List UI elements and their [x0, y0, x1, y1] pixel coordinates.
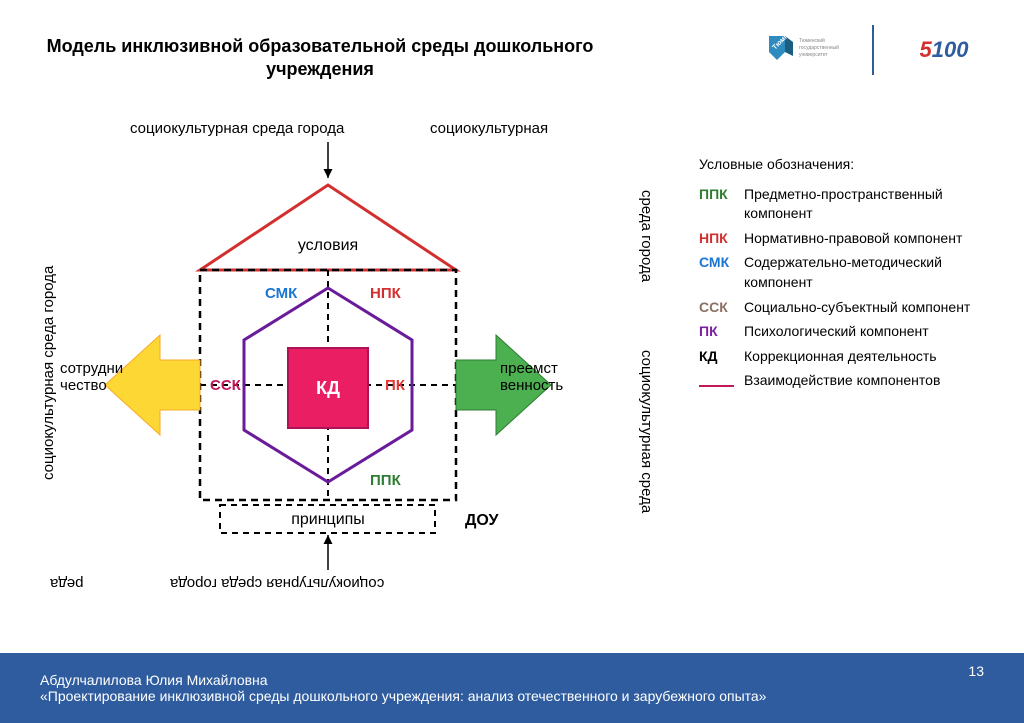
- legend-row: ССКСоциально-субъектный компонент: [699, 298, 994, 318]
- legend-line-desc: Взаимодействие компонентов: [744, 371, 994, 391]
- legend-code: СМК: [699, 253, 744, 292]
- legend-row: ПКПсихологический компонент: [699, 322, 994, 342]
- footer-subtitle: «Проектирование инклюзивной среды дошкол…: [40, 688, 766, 704]
- q-pk: ПК: [385, 377, 406, 394]
- logo-100: 100: [932, 37, 969, 63]
- legend-desc: Коррекционная деятельность: [744, 347, 994, 367]
- dou-text: ДОУ: [465, 512, 499, 529]
- legend-code: НПК: [699, 229, 744, 249]
- footer-text: Абдулчалилова Юлия Михайловна «Проектиро…: [40, 672, 766, 704]
- legend-row: СМКСодержательно-методический компонент: [699, 253, 994, 292]
- svg-text:Тюменский: Тюменский: [799, 37, 825, 44]
- legend-desc: Предметно-пространственный компонент: [744, 185, 994, 224]
- logo-divider: [872, 25, 874, 75]
- roof-text: условия: [298, 237, 358, 254]
- q-ssk: ССК: [210, 377, 242, 394]
- outer-right-top-label: среда города: [638, 190, 655, 300]
- outer-right-bottom-label: социокультурная среда: [638, 350, 655, 550]
- principles-text: принципы: [291, 511, 365, 528]
- svg-text:государственный: государственный: [799, 44, 839, 51]
- legend-code: ПК: [699, 322, 744, 342]
- footer-author: Абдулчалилова Юлия Михайловна: [40, 672, 766, 688]
- q-npk: НПК: [370, 285, 402, 302]
- project-logo: 5100: [894, 25, 994, 75]
- page-number: 13: [968, 663, 984, 679]
- legend: Условные обозначения: ППКПредметно-прост…: [699, 155, 994, 396]
- legend-row: ППКПредметно-пространственный компонент: [699, 185, 994, 224]
- slide-title: Модель инклюзивной образовательной среды…: [0, 35, 640, 82]
- right-arrow-label: преемст венность: [500, 360, 595, 394]
- slide-header: Модель инклюзивной образовательной среды…: [0, 35, 640, 82]
- legend-line-row: Взаимодействие компонентов: [699, 371, 994, 391]
- legend-row: КДКоррекционная деятельность: [699, 347, 994, 367]
- legend-line-sample: [699, 371, 744, 391]
- logo-5: 5: [920, 37, 932, 63]
- center-kd: КД: [316, 378, 340, 398]
- svg-text:университет: университет: [799, 52, 828, 58]
- q-smk: СМК: [265, 285, 298, 302]
- legend-desc: Содержательно-методический компонент: [744, 253, 994, 292]
- university-logo: ТюмГУ Тюменский государственный универси…: [752, 25, 852, 75]
- left-arrow-label: сотрудни чество: [60, 360, 155, 394]
- slide-footer: Абдулчалилова Юлия Михайловна «Проектиро…: [0, 653, 1024, 723]
- legend-code: ССК: [699, 298, 744, 318]
- outer-left-label: социокультурная среда города: [40, 220, 57, 480]
- model-diagram: социокультурная среда города среда город…: [70, 130, 630, 600]
- legend-desc: Социально-субъектный компонент: [744, 298, 994, 318]
- logo-bar: ТюмГУ Тюменский государственный универси…: [752, 25, 994, 75]
- q-ppk: ППК: [370, 472, 402, 489]
- legend-desc: Психологический компонент: [744, 322, 994, 342]
- legend-row: НПКНормативно-правовой компонент: [699, 229, 994, 249]
- legend-code: КД: [699, 347, 744, 367]
- legend-code: ППК: [699, 185, 744, 224]
- legend-title: Условные обозначения:: [699, 155, 994, 175]
- legend-desc: Нормативно-правовой компонент: [744, 229, 994, 249]
